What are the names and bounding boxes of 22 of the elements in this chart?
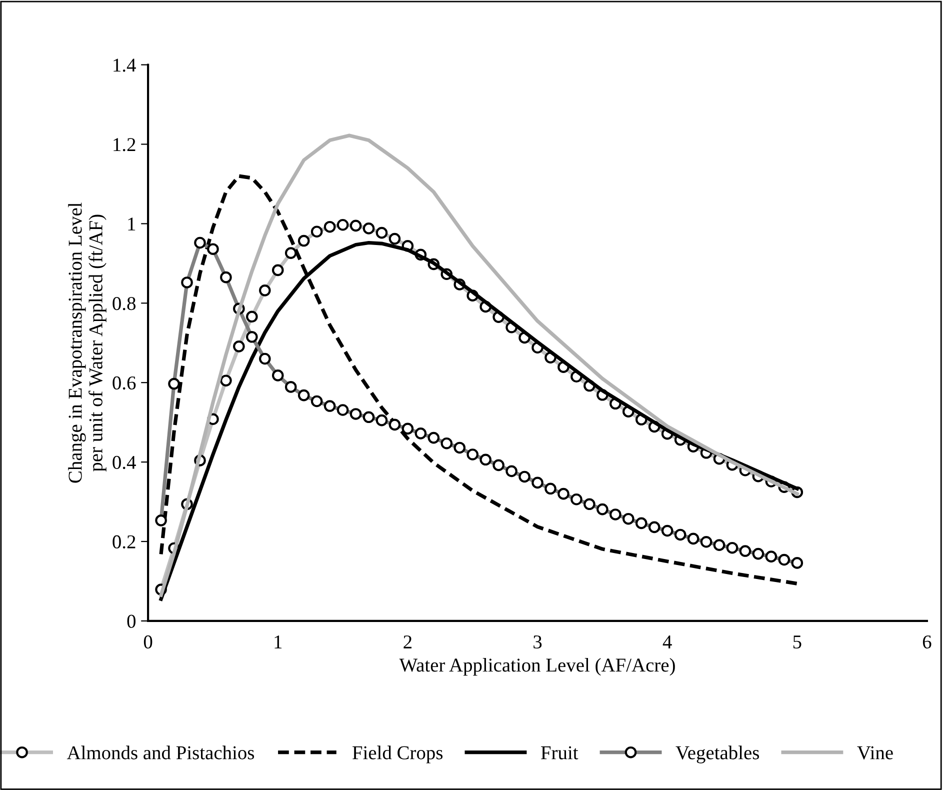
legend-label: Vine xyxy=(857,746,893,760)
y-tick-label: 1.2 xyxy=(114,138,136,152)
legend-label: Field Crops xyxy=(352,746,443,764)
x-tick-label: 1 xyxy=(274,635,282,648)
x-tick-label: 5 xyxy=(793,636,802,649)
x-axis-title: Water Application Level (AF/Acre) xyxy=(399,658,675,676)
y-tick-label: 0.4 xyxy=(112,456,136,470)
y-tick-label: 0 xyxy=(127,614,136,628)
y-tick-label: 1.4 xyxy=(114,58,136,72)
y-tick-label: 1 xyxy=(128,218,136,230)
x-tick-label: 2 xyxy=(404,635,412,648)
x-tick-label: 0 xyxy=(144,635,152,649)
x-tick-label: 6 xyxy=(922,635,932,649)
y-tick-label: 0.8 xyxy=(112,296,136,310)
y-tick-label: 0.6 xyxy=(112,376,136,390)
legend-label: Vegetables xyxy=(676,746,759,764)
legend-label: Fruit xyxy=(541,746,578,760)
x-tick-label: 4 xyxy=(662,636,672,648)
legend-label: Almonds and Pistachios xyxy=(66,746,254,760)
y-axis-title: Change in Evapotranspiration Level per unit of Water Applied (ft/AF) xyxy=(68,202,106,483)
x-tick-label: 3 xyxy=(534,635,542,649)
y-tick-label: 0.2 xyxy=(112,535,136,549)
